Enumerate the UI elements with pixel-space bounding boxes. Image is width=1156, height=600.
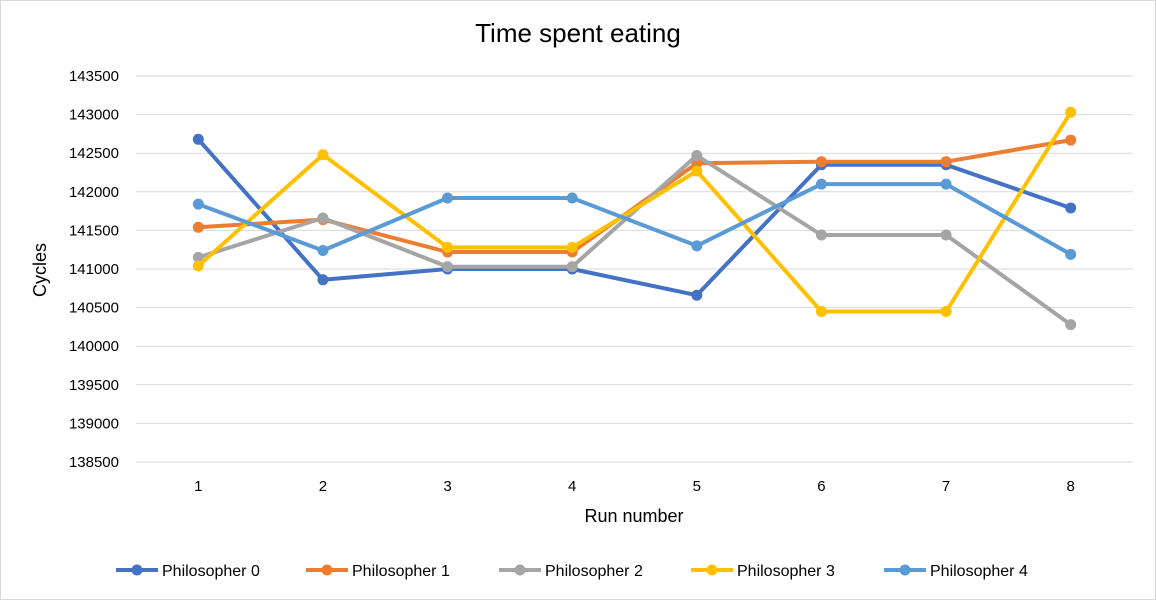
legend-marker xyxy=(706,564,718,576)
y-tick-label: 142500 xyxy=(69,145,119,162)
data-point xyxy=(691,240,703,252)
x-tick-label: 4 xyxy=(568,478,576,495)
x-tick-label: 6 xyxy=(817,478,825,495)
legend-marker xyxy=(131,564,143,576)
x-tick-label: 3 xyxy=(443,478,451,495)
y-tick-label: 143500 xyxy=(69,68,119,85)
legend-entry: Philosopher 0 xyxy=(116,563,260,580)
data-point xyxy=(1065,202,1077,214)
data-point xyxy=(691,165,703,177)
y-tick-label: 141000 xyxy=(69,261,119,278)
data-point xyxy=(691,289,703,301)
legend-label: Philosopher 3 xyxy=(737,563,835,580)
chart-title: Time spent eating xyxy=(475,18,681,48)
x-tick-label: 5 xyxy=(693,478,701,495)
legend-marker xyxy=(514,564,526,576)
data-point xyxy=(442,192,454,204)
legend: Philosopher 0 Philosopher 1 Philosopher 2 P… xyxy=(116,563,1028,580)
y-tick-labels: 138500 139000 139500 140000 140500 141000 1415… xyxy=(69,68,119,471)
series-3 xyxy=(192,106,1077,317)
y-tick-label: 138500 xyxy=(69,454,119,471)
data-point xyxy=(815,178,827,190)
data-point xyxy=(442,241,454,253)
y-tick-label: 140000 xyxy=(69,338,119,355)
data-point xyxy=(940,229,952,241)
x-tick-label: 2 xyxy=(319,478,327,495)
y-tick-label: 142000 xyxy=(69,184,119,201)
x-axis-title: Run number xyxy=(584,506,683,526)
data-point xyxy=(192,260,204,272)
data-point xyxy=(566,192,578,204)
y-axis-title: Cycles xyxy=(30,243,50,297)
x-tick-label: 8 xyxy=(1067,478,1075,495)
y-tick-label: 141500 xyxy=(69,222,119,239)
data-point xyxy=(1065,319,1077,331)
series-line xyxy=(196,153,1073,327)
y-tick-label: 140500 xyxy=(69,300,119,317)
data-point xyxy=(691,150,703,162)
data-point xyxy=(192,133,204,145)
data-point xyxy=(317,274,329,286)
data-point xyxy=(442,261,454,273)
series-2 xyxy=(192,150,1077,331)
data-point xyxy=(317,149,329,161)
series-line xyxy=(196,182,1073,257)
data-point xyxy=(317,244,329,256)
legend-marker xyxy=(899,564,911,576)
x-tick-label: 7 xyxy=(942,478,950,495)
data-point xyxy=(192,221,204,233)
legend-marker xyxy=(321,564,333,576)
gridlines xyxy=(136,75,1133,463)
data-point xyxy=(192,198,204,210)
y-tick-label: 139000 xyxy=(69,415,119,432)
legend-label: Philosopher 1 xyxy=(352,563,450,580)
data-point xyxy=(317,212,329,224)
y-tick-label: 139500 xyxy=(69,377,119,394)
legend-entry: Philosopher 4 xyxy=(884,563,1028,580)
y-tick-label: 143000 xyxy=(69,107,119,124)
legend-label: Philosopher 0 xyxy=(162,563,260,580)
legend-label: Philosopher 4 xyxy=(930,563,1028,580)
data-point xyxy=(815,305,827,317)
series-lines xyxy=(192,106,1077,331)
legend-entry: Philosopher 2 xyxy=(499,563,643,580)
data-point xyxy=(815,156,827,168)
data-point xyxy=(815,229,827,241)
data-point xyxy=(940,305,952,317)
data-point xyxy=(566,261,578,273)
data-point xyxy=(1065,248,1077,260)
data-point xyxy=(1065,134,1077,146)
series-line xyxy=(196,110,1073,314)
data-point xyxy=(940,156,952,168)
data-point xyxy=(1065,106,1077,118)
x-tick-labels: 1 2 3 4 5 6 7 8 xyxy=(194,478,1075,495)
series-4 xyxy=(192,178,1077,260)
data-point xyxy=(940,178,952,190)
legend-label: Philosopher 2 xyxy=(545,563,643,580)
legend-entry: Philosopher 3 xyxy=(691,563,835,580)
series-line xyxy=(196,137,1073,298)
data-point xyxy=(566,241,578,253)
x-tick-label: 1 xyxy=(194,478,202,495)
legend-entry: Philosopher 1 xyxy=(306,563,450,580)
data-point xyxy=(192,251,204,263)
